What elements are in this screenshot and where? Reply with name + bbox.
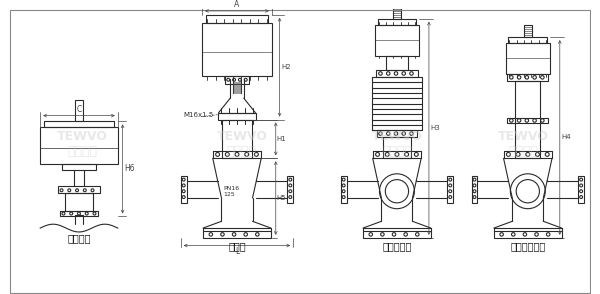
Text: L: L [235,248,239,256]
Bar [223,119,251,158]
Bar [44,121,114,127]
Text: 波纹管密封型: 波纹管密封型 [510,241,545,251]
Text: M16x1.5: M16x1.5 [184,112,214,118]
Bar [383,137,410,158]
Bar [386,56,407,70]
Text: A: A [235,0,239,9]
Text: H4: H4 [562,134,571,141]
Text: TEWVO
天泰泵阀: TEWVO 天泰泵阀 [217,130,267,158]
Bar [65,193,92,211]
Text: TEWVO
天泰泵阀: TEWVO 天泰泵阀 [497,130,548,158]
Bar [40,127,118,164]
Bar [578,176,584,203]
Bar [58,186,100,193]
Text: H1: H1 [277,136,286,142]
Bar [62,164,97,170]
Bar [363,231,431,238]
Text: 标准型: 标准型 [228,241,246,251]
Bar [75,100,83,121]
Bar [472,176,478,203]
Text: H2: H2 [281,64,291,70]
Bar [202,23,272,76]
Bar [181,176,187,203]
Bar [508,118,548,123]
Text: H6: H6 [125,164,135,173]
Bar [494,231,562,238]
Bar [508,37,547,43]
Bar [203,231,271,238]
Bar [59,211,98,216]
Bar [377,19,416,24]
Text: H3: H3 [431,125,440,131]
Bar [374,24,419,56]
Text: TEWVO
天泰泵阀: TEWVO 天泰泵阀 [371,130,422,158]
Bar [287,176,293,203]
Bar [377,130,417,137]
Text: H5: H5 [277,195,286,201]
Text: 顶式手轮: 顶式手轮 [67,233,91,243]
Bar [206,15,268,23]
Bar [448,176,453,203]
Bar [341,176,347,203]
Bar [376,70,418,77]
Text: PN16
125: PN16 125 [223,186,239,197]
Bar [524,26,532,37]
Text: 高温散热型: 高温散热型 [382,241,412,251]
Bar [508,74,548,81]
Bar [218,113,256,119]
Bar [515,81,541,158]
Text: TEWVO
天泰泵阀: TEWVO 天泰泵阀 [56,130,107,158]
Bar [226,76,248,83]
Text: C: C [76,105,82,114]
Bar [506,43,550,74]
Bar [393,7,401,19]
